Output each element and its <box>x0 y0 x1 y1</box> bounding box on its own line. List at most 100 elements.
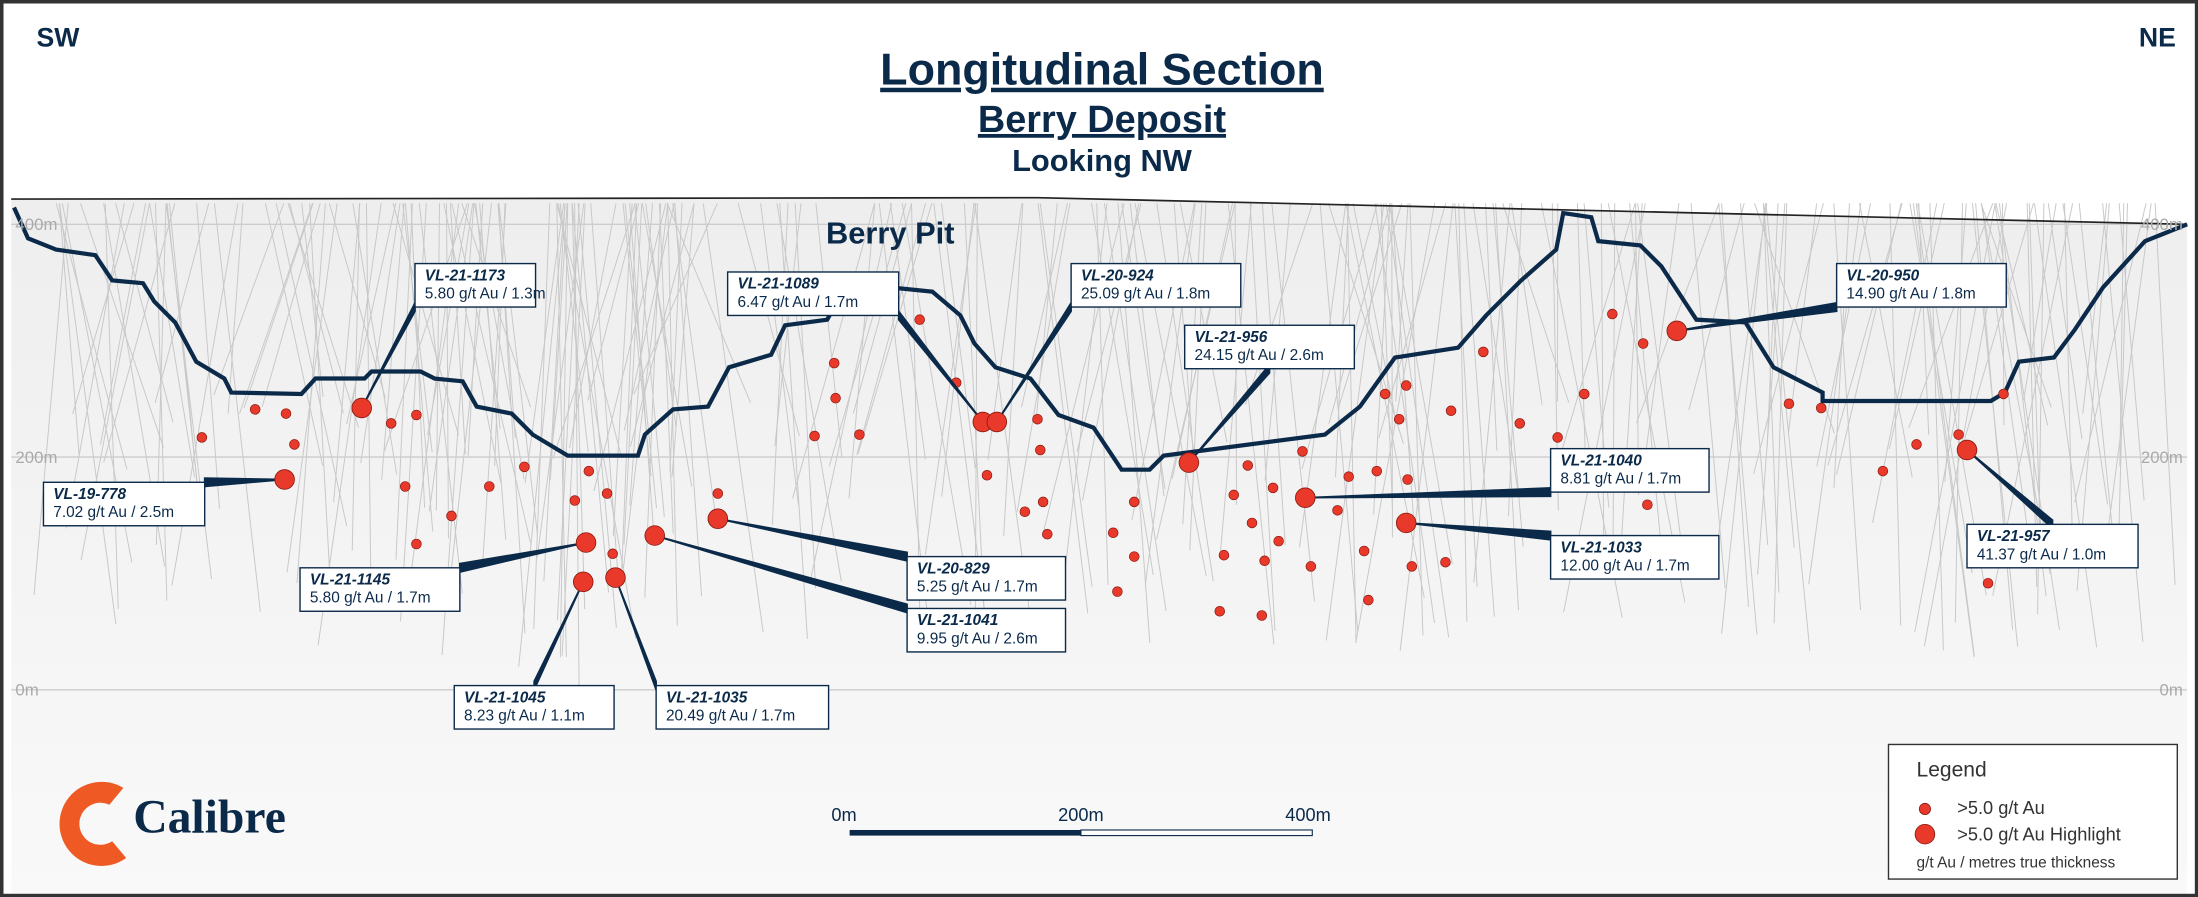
intercept <box>1637 338 1649 349</box>
drill-trace <box>243 203 314 409</box>
intercept <box>1440 556 1451 568</box>
intercept <box>1402 474 1413 485</box>
intercept <box>1218 549 1230 561</box>
intercept <box>1037 496 1049 508</box>
intercept <box>1877 465 1889 477</box>
drill-trace <box>621 203 638 569</box>
drill-trace <box>815 203 843 458</box>
drill-trace <box>590 203 620 586</box>
drill-trace <box>2064 203 2074 550</box>
drill-trace <box>383 203 468 452</box>
drill-trace <box>264 203 324 466</box>
intercept <box>1358 545 1370 557</box>
intercept <box>1305 561 1317 572</box>
drill-trace <box>1325 203 1385 641</box>
drill-trace <box>559 203 569 658</box>
highlight-intercept <box>644 525 665 546</box>
hole-id: VL-21-1045 <box>464 689 546 706</box>
intercept <box>1273 535 1284 547</box>
intercept <box>830 392 841 404</box>
hole-id: VL-20-924 <box>1081 267 1154 284</box>
intercept <box>828 357 840 369</box>
hole-id: VL-21-956 <box>1195 329 1268 346</box>
drill-trace <box>634 203 665 517</box>
highlight-intercept <box>986 411 1008 433</box>
hole-id: VL-20-950 <box>1846 267 1919 284</box>
drill-trace <box>103 203 176 463</box>
drill-trace <box>1261 203 1286 545</box>
highlight-intercept <box>1178 452 1200 473</box>
drill-trace <box>702 203 764 632</box>
drill-trace <box>2102 203 2144 643</box>
drill-trace <box>1037 203 1089 614</box>
intercept <box>196 432 208 443</box>
intercept <box>1256 610 1268 621</box>
view: Looking NW <box>1012 143 1193 178</box>
legend-dot <box>1914 823 1936 845</box>
callout-box <box>1183 324 1356 370</box>
legend: Legend >5.0 g/t Au >5.0 g/t Au Highlight… <box>1887 743 2179 880</box>
drill-trace <box>2062 203 2109 505</box>
drill-trace <box>1328 203 1391 424</box>
intercept <box>385 418 397 429</box>
hole-id: VL-20-829 <box>917 560 990 577</box>
drill-trace <box>593 203 667 492</box>
drill-trace <box>1035 203 1058 417</box>
drill-trace <box>154 203 210 404</box>
hole-id: VL-21-1173 <box>425 267 506 284</box>
grade: 5.80 g/t Au / 1.3m <box>425 285 546 302</box>
intercept <box>519 461 530 473</box>
grade: 25.09 g/t Au / 1.8m <box>1081 285 1210 302</box>
drill-trace <box>629 203 695 447</box>
drill-trace <box>55 203 128 470</box>
drill-trace <box>1041 203 1125 537</box>
hole-id: VL-21-957 <box>1977 528 2051 545</box>
intercept <box>1953 429 1964 440</box>
hole-id: VL-21-1033 <box>1560 539 1642 556</box>
drill-trace <box>794 203 817 589</box>
intercept <box>914 314 925 325</box>
drill-trace <box>669 203 683 472</box>
drill-trace <box>1385 203 1450 638</box>
drill-trace <box>776 203 842 582</box>
drill-trace <box>346 203 397 425</box>
drill-trace <box>556 203 567 657</box>
highlight-intercept <box>1666 320 1688 342</box>
drill-trace <box>328 203 386 399</box>
intercept <box>1343 471 1354 482</box>
grade: 12.00 g/t Au / 1.7m <box>1560 557 1689 574</box>
drill-trace <box>296 203 326 584</box>
drill-trace <box>1016 203 1071 512</box>
drill-trace <box>1458 203 1468 622</box>
callout-box <box>655 684 830 730</box>
drill-trace <box>2047 203 2083 440</box>
drill-trace <box>1374 203 1435 624</box>
drill-trace <box>1271 203 1315 602</box>
drill-trace <box>587 203 640 401</box>
drill-trace <box>623 203 675 431</box>
drill-trace <box>828 203 907 467</box>
drill-trace <box>1618 203 1643 579</box>
drill-trace <box>1763 203 1780 593</box>
legend-dot <box>1918 802 1931 815</box>
drill-trace <box>1245 203 1314 405</box>
drill-trace <box>2033 203 2098 648</box>
pit-label: Berry Pit <box>826 216 955 251</box>
grade: 8.81 g/t Au / 1.7m <box>1560 471 1681 488</box>
drill-trace <box>666 203 751 403</box>
drill-trace <box>261 203 321 407</box>
drill-trace <box>446 203 449 539</box>
drill-trace <box>792 203 876 499</box>
drill-trace <box>623 203 643 545</box>
drill-trace <box>301 203 324 397</box>
intercept <box>1267 482 1279 494</box>
intercept <box>1607 308 1618 320</box>
drill-trace <box>543 203 566 582</box>
title: Longitudinal Section <box>880 44 1324 95</box>
drill-trace <box>2154 203 2176 585</box>
drill-trace <box>1740 203 1769 546</box>
hole-id: VL-21-1041 <box>917 612 998 629</box>
grade: 9.95 g/t Au / 2.6m <box>917 630 1038 647</box>
drill-trace <box>1576 203 1586 457</box>
